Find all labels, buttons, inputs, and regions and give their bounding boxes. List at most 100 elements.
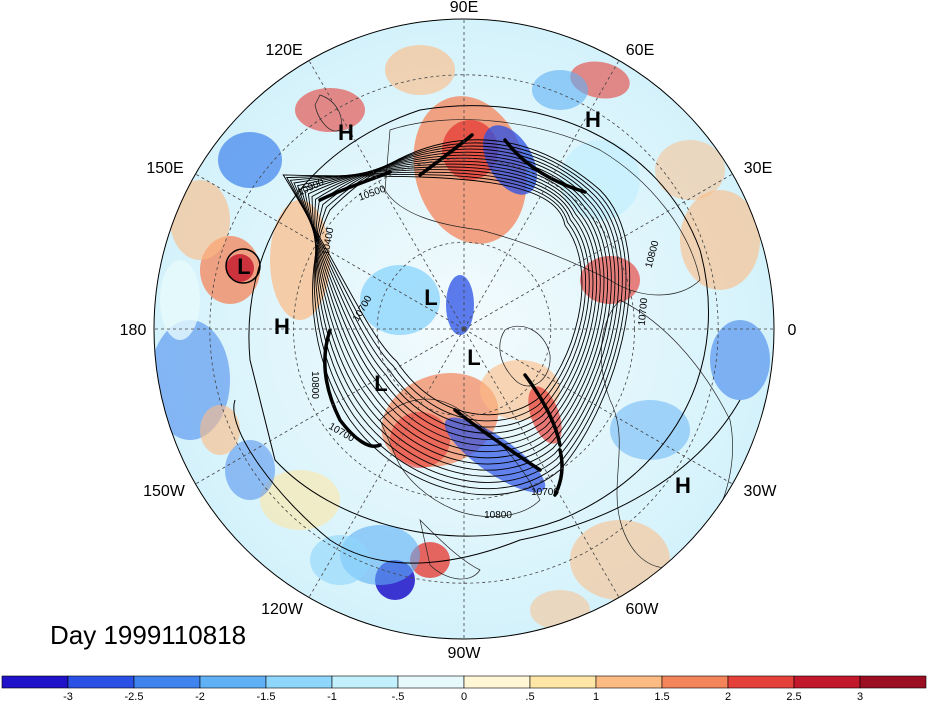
high-pressure-center: H — [338, 120, 354, 145]
colorbar-tick-label: .5 — [525, 691, 534, 702]
height-contour — [315, 148, 620, 477]
longitude-labels: 90E 60E 30E 0 30W 60W 90W 120W 150W 180 … — [120, 0, 797, 662]
colorbar-tick-label: -2 — [195, 691, 205, 702]
height-contour — [314, 145, 623, 483]
colorbar-tick-label: 2.5 — [786, 691, 801, 702]
colorbar-swatch — [199, 675, 267, 689]
anomaly-patch — [218, 132, 282, 188]
high-pressure-center: H — [274, 314, 290, 339]
contour-label: 10700 — [637, 297, 650, 326]
high-pressure-center: H — [675, 473, 691, 498]
low-pressure-center: L — [237, 254, 250, 279]
colorbar-swatch — [67, 675, 135, 689]
colorbar-swatch — [727, 675, 795, 689]
colorbar: -3 -2.5 -2 -1.5 -1 -.5 0 .5 1 1.5 2 2.5 3 — [1, 675, 927, 703]
lon-label-150w: 150W — [143, 483, 186, 500]
lon-label-30w: 30W — [744, 483, 778, 500]
map-disc — [153, 18, 775, 640]
anomaly-patch — [610, 400, 690, 460]
lon-label-180: 180 — [120, 322, 147, 339]
anomaly-patch — [532, 70, 588, 110]
colorbar-tick-label: -1 — [327, 691, 337, 702]
colorbar-swatch — [793, 675, 861, 689]
height-contour — [304, 160, 605, 453]
high-pressure-center: H — [585, 107, 601, 132]
meridian-line — [463, 328, 733, 485]
lon-label-90w: 90W — [448, 645, 482, 662]
low-pressure-center: L — [424, 285, 437, 310]
jet-contour — [453, 408, 542, 472]
meridian-line — [463, 60, 620, 330]
colorbar-tick-label: -2.5 — [125, 691, 144, 702]
lon-label-120e: 120E — [265, 42, 302, 59]
coastline — [600, 299, 733, 569]
colorbar-swatch — [331, 675, 399, 689]
contour-label: 10800 — [309, 371, 320, 399]
height-contour — [300, 163, 601, 446]
colorbar-tick-label: -3 — [63, 691, 73, 702]
lon-label-90e: 90E — [450, 0, 478, 16]
anomaly-patch — [655, 140, 725, 200]
colorbar-swatch — [595, 675, 663, 689]
height-contour — [297, 166, 597, 440]
low-pressure-center: L — [467, 345, 480, 370]
colorbar-swatch — [133, 675, 201, 689]
anomaly-patch — [385, 45, 455, 95]
lon-label-60w: 60W — [626, 601, 660, 618]
height-contour — [293, 169, 594, 434]
colorbar-tick-label: 1 — [593, 691, 599, 702]
contour-label: 10800 — [484, 510, 512, 521]
meridian-line — [308, 60, 465, 330]
anomaly-patch — [680, 190, 760, 290]
anomaly-patch — [270, 200, 330, 320]
colorbar-tick-label: 2 — [725, 691, 731, 702]
height-contour — [286, 174, 587, 422]
parallel-circle — [209, 74, 719, 584]
jet-contour — [418, 133, 474, 177]
height-contour — [314, 151, 616, 471]
coastline — [419, 518, 481, 580]
colorbar-tick-label: -1.5 — [257, 691, 276, 702]
coastline — [314, 94, 342, 132]
lon-label-0: 0 — [788, 322, 797, 339]
jet-contour — [503, 138, 587, 194]
parallel-circle — [293, 158, 635, 500]
map-border — [153, 18, 775, 640]
jet-contour — [553, 448, 564, 497]
anomaly-patch — [200, 405, 240, 455]
contour-label: 10700 — [531, 487, 559, 498]
graticule — [154, 19, 774, 639]
anomaly-patch — [170, 180, 230, 260]
anomaly-patch — [295, 88, 365, 132]
meridian-line — [195, 173, 465, 330]
anomaly-patch — [226, 254, 254, 282]
lon-label-30e: 30E — [744, 160, 772, 177]
colorbar-tick-label: -.5 — [392, 691, 405, 702]
height-contour — [307, 157, 609, 459]
anomaly-patch — [710, 320, 770, 400]
meridian-line — [463, 328, 620, 598]
anomaly-patch — [160, 260, 200, 340]
colorbar-tick-label: 3 — [857, 691, 863, 702]
anomaly-patch — [442, 120, 498, 180]
lon-label-120w: 120W — [261, 601, 304, 618]
anomaly-patch — [444, 417, 546, 493]
day-label: Day 1999110818 — [50, 620, 246, 650]
anomaly-patch — [410, 542, 450, 578]
anomaly-patch — [528, 386, 562, 444]
jet-contour — [323, 328, 382, 448]
coastline — [384, 119, 701, 296]
anomaly-patch — [446, 275, 474, 335]
anomaly-patch — [310, 535, 370, 585]
colorbar-tick-label: 0 — [461, 691, 467, 702]
anomaly-patch — [560, 140, 640, 220]
meridian-line — [308, 328, 465, 598]
height-contour — [233, 399, 741, 564]
anomaly-patch — [570, 520, 670, 600]
jet-contour — [523, 373, 562, 447]
height-contours — [233, 105, 741, 564]
contour-label: 10400 — [321, 226, 337, 256]
colorbar-swatch — [265, 675, 333, 689]
